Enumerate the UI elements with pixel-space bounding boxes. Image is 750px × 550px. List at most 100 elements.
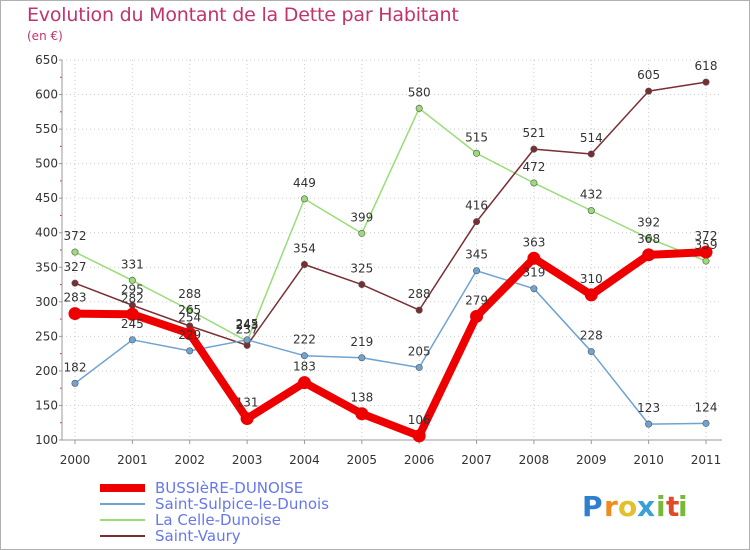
series-line-2: [74, 107, 707, 342]
y-tick-label: 250: [35, 329, 58, 343]
y-tick-label: 350: [35, 260, 58, 274]
data-label: 618: [695, 59, 718, 73]
series-line-3: [74, 81, 707, 347]
data-label: 310: [580, 272, 603, 286]
x-tick-label: 2002: [174, 453, 205, 467]
logo-letter: i: [656, 490, 666, 523]
data-label: 368: [637, 232, 660, 246]
data-point: [186, 306, 194, 314]
data-label: 345: [465, 248, 488, 262]
logo-letter: x: [637, 490, 655, 523]
legend-label: Saint-Sulpice-le-Dunois: [155, 495, 329, 513]
data-point: [358, 229, 366, 237]
data-label: 265: [178, 303, 201, 317]
data-label: 580: [408, 85, 431, 99]
data-label: 605: [637, 68, 660, 82]
y-tick-label: 100: [35, 433, 58, 447]
plot-area: [62, 60, 722, 440]
data-point: [530, 145, 538, 153]
data-label: 106: [408, 413, 431, 427]
data-label: 288: [408, 287, 431, 301]
series-line-0: [71, 248, 710, 440]
data-label: 372: [64, 229, 87, 243]
data-point: [68, 307, 82, 321]
data-point: [128, 276, 136, 284]
data-point: [642, 248, 656, 262]
data-label: 472: [522, 160, 545, 174]
data-label: 243: [236, 318, 259, 332]
data-point: [71, 248, 79, 256]
data-point: [415, 306, 423, 314]
data-label: 254: [178, 311, 201, 325]
data-point: [71, 379, 79, 387]
data-label: 514: [580, 131, 603, 145]
data-point: [358, 354, 366, 362]
data-label: 222: [293, 333, 316, 347]
x-tick-label: 2003: [232, 453, 263, 467]
x-tick-label: 2005: [347, 453, 378, 467]
y-tick-label: 200: [35, 364, 58, 378]
x-tick-label: 2007: [461, 453, 492, 467]
data-point: [645, 420, 653, 428]
data-label: 399: [350, 210, 373, 224]
logo-letter: o: [618, 490, 637, 523]
y-tick-label: 500: [35, 157, 58, 171]
y-tick-label: 150: [35, 398, 58, 412]
data-point: [128, 336, 136, 344]
y-tick-label: 600: [35, 88, 58, 102]
data-label: 245: [121, 317, 144, 331]
data-point: [297, 376, 311, 390]
chart-unit: (en €): [27, 29, 63, 43]
logo-letter: r: [604, 490, 618, 523]
x-tick-label: 2008: [519, 453, 550, 467]
data-label: 283: [64, 291, 87, 305]
data-point: [415, 363, 423, 371]
data-label: 245: [236, 317, 259, 331]
series-line-1: [74, 269, 707, 425]
data-point: [587, 348, 595, 356]
data-point: [530, 285, 538, 293]
legend-label: La Celle-Dunoise: [155, 511, 281, 529]
legend-label: BUSSIèRE-DUNOISE: [155, 479, 303, 497]
y-tick-label: 400: [35, 226, 58, 240]
data-label: 331: [121, 257, 144, 271]
data-label: 205: [408, 344, 431, 358]
data-label: 521: [522, 126, 545, 140]
data-label: 288: [178, 287, 201, 301]
y-tick-label: 550: [35, 122, 58, 136]
data-label: 372: [695, 229, 718, 243]
data-label: 183: [293, 360, 316, 374]
data-point: [358, 281, 366, 289]
data-point: [183, 327, 197, 341]
data-point: [699, 245, 713, 259]
x-tick-label: 2010: [633, 453, 664, 467]
data-point: [702, 78, 710, 86]
data-label: 131: [236, 396, 259, 410]
data-point: [473, 218, 481, 226]
data-label: 392: [637, 215, 660, 229]
data-point: [355, 407, 369, 421]
data-label: 123: [637, 401, 660, 415]
data-point: [587, 150, 595, 158]
data-point: [300, 195, 308, 203]
data-label: 515: [465, 130, 488, 144]
chart-title: Evolution du Montant de la Dette par Hab…: [27, 4, 459, 26]
data-point: [584, 288, 598, 302]
data-label: 182: [64, 360, 87, 374]
data-label: 228: [580, 329, 603, 343]
x-tick-label: 2004: [289, 453, 320, 467]
logo-letter: i: [678, 490, 688, 523]
data-label: 449: [293, 176, 316, 190]
data-label: 354: [293, 242, 316, 256]
x-tick-label: 2000: [60, 453, 91, 467]
x-tick-label: 2009: [576, 453, 607, 467]
data-point: [186, 347, 194, 355]
data-label: 319: [522, 266, 545, 280]
data-label: 416: [465, 199, 488, 213]
data-point: [243, 336, 251, 344]
data-label: 219: [350, 335, 373, 349]
data-label: 282: [121, 291, 144, 305]
data-label: 325: [350, 262, 373, 276]
